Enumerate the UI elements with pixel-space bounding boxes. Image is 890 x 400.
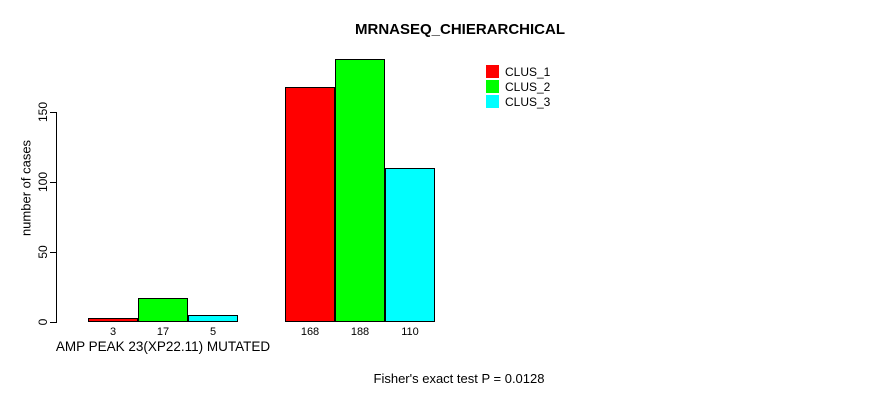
x-group-label: AMP PEAK 23(XP22.11) MUTATED bbox=[55, 339, 271, 354]
y-tick-mark bbox=[50, 322, 57, 323]
legend-item-clus_1: CLUS_1 bbox=[486, 64, 550, 79]
legend-swatch-icon bbox=[486, 95, 499, 108]
bar-clus_1-group2 bbox=[285, 87, 335, 322]
bar-value-label: 188 bbox=[350, 326, 370, 338]
y-tick-label: 150 bbox=[36, 101, 50, 123]
fisher-test-annotation: Fisher's exact test P = 0.0128 bbox=[373, 371, 545, 386]
bar-value-label: 110 bbox=[401, 326, 419, 338]
legend-label: CLUS_2 bbox=[505, 79, 551, 94]
y-tick-mark bbox=[50, 182, 57, 183]
bar-clus_2-group2 bbox=[335, 59, 385, 322]
legend-label: CLUS_3 bbox=[505, 94, 551, 109]
y-axis-label: number of cases bbox=[18, 139, 34, 237]
legend-swatch-icon bbox=[486, 65, 499, 78]
bar-clus_1-group1 bbox=[88, 318, 138, 322]
bar-clus_2-group1 bbox=[138, 298, 188, 322]
legend-label: CLUS_1 bbox=[505, 64, 551, 79]
legend: CLUS_1 CLUS_2 CLUS_3 bbox=[486, 64, 550, 109]
y-axis-line bbox=[56, 112, 57, 323]
bar-clus_3-group2 bbox=[385, 168, 435, 322]
bar-clus_3-group1 bbox=[188, 315, 238, 322]
legend-item-clus_2: CLUS_2 bbox=[486, 79, 550, 94]
y-tick-label: 50 bbox=[36, 245, 50, 259]
chart-title: MRNASEQ_CHIERARCHICAL bbox=[354, 21, 566, 38]
y-tick-mark bbox=[50, 112, 57, 113]
y-tick-mark bbox=[50, 252, 57, 253]
bar-value-label: 17 bbox=[156, 326, 170, 338]
bar-value-label: 3 bbox=[109, 326, 117, 338]
y-tick-label: 0 bbox=[36, 318, 50, 326]
legend-swatch-icon bbox=[486, 80, 499, 93]
y-tick-label: 100 bbox=[36, 171, 50, 193]
bar-value-label: 168 bbox=[300, 326, 320, 338]
bar-value-label: 5 bbox=[209, 326, 217, 338]
legend-item-clus_3: CLUS_3 bbox=[486, 94, 550, 109]
